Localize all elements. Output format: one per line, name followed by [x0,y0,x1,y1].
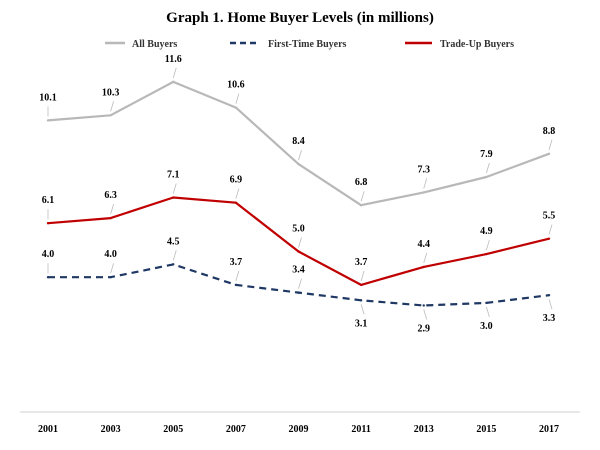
series-0-point-5 [359,204,363,207]
x-tick-label: 2017 [539,424,559,435]
leader-line [110,101,115,112]
data-label-0-8: 8.8 [543,126,556,137]
x-tick-label: 2007 [226,424,246,435]
leader-line [548,224,553,235]
x-tick-label: 2011 [351,424,370,435]
legend-label-1: First-Time Buyers [268,39,347,50]
series-0-point-1 [109,114,112,117]
series-1-point-1 [109,276,112,279]
leader-line [423,309,428,320]
data-label-2-5: 3.7 [355,257,368,268]
data-label-0-3: 10.6 [227,80,245,91]
data-label-0-4: 8.4 [292,136,305,147]
series-0-point-0 [46,119,50,122]
chart-title: Graph 1. Home Buyer Levels (in millions) [166,10,434,26]
series-2-point-0 [46,222,50,225]
series-0-point-8 [547,152,551,156]
x-tick-label: 2015 [476,424,496,435]
data-label-1-3: 3.7 [230,257,243,268]
data-label-0-1: 10.3 [102,87,120,98]
x-tick-label: 2013 [414,424,434,435]
legend-label-0: All Buyers [132,39,177,50]
leader-line [360,270,365,282]
data-label-0-7: 7.9 [480,149,493,160]
data-label-1-5: 3.1 [355,318,368,329]
leader-line [485,306,490,318]
leader-line [298,150,302,161]
series-2-point-7 [485,252,488,256]
leader-line [360,191,365,202]
leader-line [172,250,177,261]
data-label-2-2: 7.1 [167,170,180,181]
leader-line [423,178,428,189]
data-label-layer: 10.1 10.3 11.6 10.6 8.4 6.8 7.3 7.9 8.8 4.0 4.0 4.5… [39,54,555,335]
series-2-point-5 [359,283,363,287]
series-1-point-4 [297,291,300,294]
leader-line [548,299,553,310]
leader-line [485,239,490,251]
series-1-point-3 [234,283,238,287]
series-1-point-5 [359,299,363,302]
leader-line [298,278,302,289]
series-0-point-3 [234,106,238,109]
leader-line [485,162,490,174]
data-label-2-1: 6.3 [104,190,117,201]
data-label-0-6: 7.3 [418,164,431,175]
data-label-1-2: 4.5 [167,236,180,247]
x-tick-layer: 2001 2003 2005 2007 2009 2011 2013 2015 2017 [38,424,559,435]
leader-line [110,203,115,215]
series-2-point-6 [422,265,425,269]
data-label-1-4: 3.4 [292,265,305,276]
series-layer [46,80,551,307]
data-label-0-0: 10.1 [39,92,57,103]
series-2-point-4 [297,250,300,253]
data-label-0-5: 6.8 [355,177,368,188]
leader-line [172,183,177,194]
data-label-2-4: 5.0 [292,224,305,235]
series-2-point-1 [109,216,112,220]
x-tick-label: 2001 [38,424,58,435]
series-0-point-2 [172,80,175,84]
series-2-point-3 [234,201,238,204]
data-label-1-0: 4.0 [42,249,55,260]
leader-line [235,188,240,199]
data-label-1-7: 3.0 [480,321,493,332]
leader-line [172,67,177,78]
x-tick-label: 2005 [163,424,183,435]
data-label-2-8: 5.5 [543,211,556,222]
series-0-point-4 [297,162,300,166]
leader-line [548,139,553,150]
x-tick-label: 2003 [101,424,121,435]
series-1-point-8 [547,293,551,297]
leader-line [360,304,365,315]
data-label-2-0: 6.1 [42,195,55,206]
series-2-point-8 [547,237,551,240]
data-label-2-7: 4.9 [480,226,493,237]
x-tick-label: 2009 [289,424,309,435]
series-0-point-7 [485,175,488,179]
leader-line [235,270,240,282]
data-label-2-3: 6.9 [230,175,243,186]
legend-label-2: Trade-Up Buyers [440,39,514,50]
legend: All Buyers First-Time Buyers Trade-Up Buye… [105,39,514,50]
series-1-point-7 [485,301,488,305]
leader-line [235,93,240,104]
leader-line [110,263,115,274]
leader-line [423,252,428,264]
series-0-point-6 [422,191,425,194]
data-label-2-6: 4.4 [418,239,431,250]
data-label-0-2: 11.6 [165,54,182,65]
data-label-1-8: 3.3 [543,313,556,324]
series-1-point-0 [46,276,50,279]
series-1-point-2 [172,263,175,266]
data-label-1-6: 2.9 [418,323,431,334]
leader-line [298,237,302,248]
series-2-point-2 [172,196,175,199]
data-label-1-1: 4.0 [104,249,117,260]
series-1-point-6 [422,304,425,307]
